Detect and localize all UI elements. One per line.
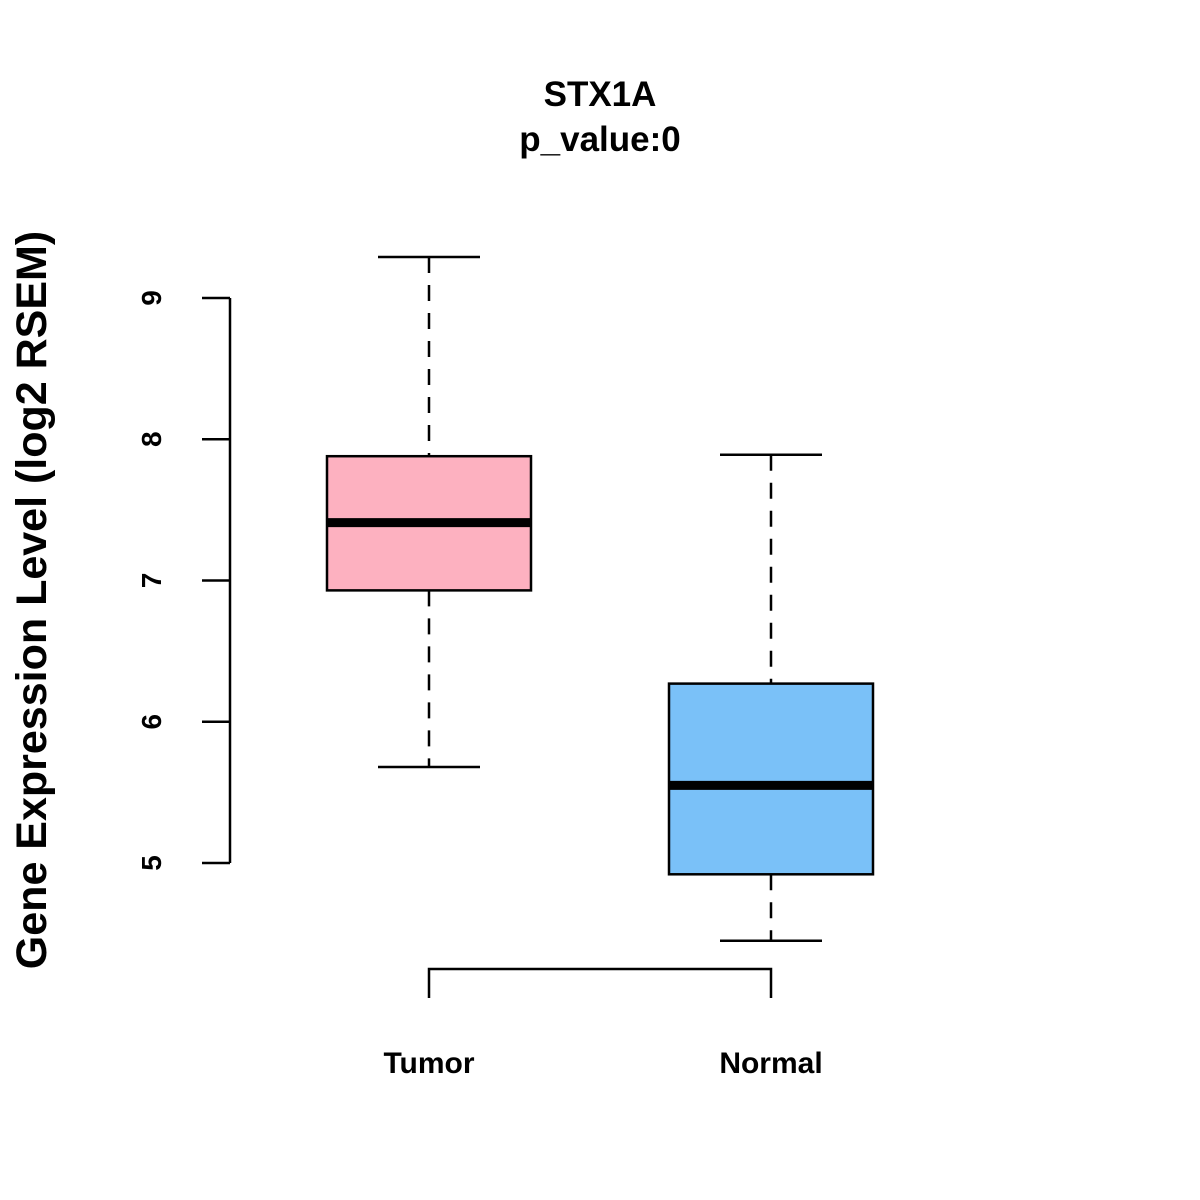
x-category-label: Tumor [383, 1047, 474, 1080]
chart-title: STX1A [544, 75, 657, 114]
y-tick-label: 7 [136, 573, 167, 589]
bracket-line [427, 967, 773, 998]
y-tick-label: 6 [136, 714, 167, 730]
chart-subtitle: p_value:0 [519, 120, 680, 159]
boxes-group [325, 255, 875, 942]
y-tick-label: 5 [136, 855, 167, 871]
iqr-box [667, 682, 875, 876]
y-axis-label: Gene Expression Level (log2 RSEM) [8, 231, 56, 969]
comparison-bracket [427, 967, 773, 998]
x-category-label: Normal [719, 1047, 822, 1080]
y-axis: 5 6 7 8 9 [136, 290, 232, 871]
y-tick-label: 9 [136, 290, 167, 306]
y-tick-label: 8 [136, 431, 167, 447]
box-normal [667, 453, 875, 942]
category-labels: Tumor Normal [383, 1047, 822, 1080]
box-tumor [325, 255, 533, 769]
